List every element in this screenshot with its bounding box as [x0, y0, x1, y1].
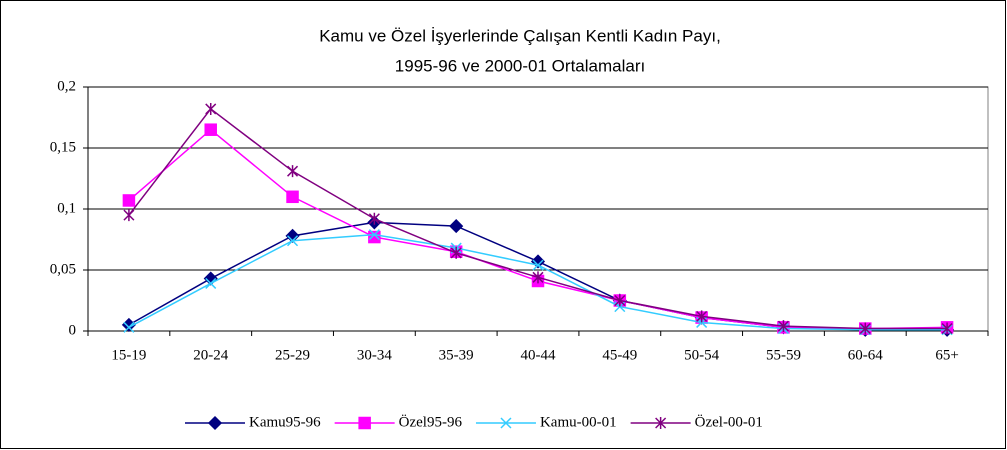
- x-tick-label: 25-29: [275, 347, 310, 363]
- marker: [532, 259, 544, 271]
- legend-label: Özel-00-01: [695, 413, 763, 430]
- marker: [500, 417, 512, 429]
- y-tick-label: 0,2: [57, 78, 76, 94]
- x-tick-label: 35-39: [439, 347, 474, 363]
- marker: [449, 219, 464, 234]
- marker: [205, 102, 217, 115]
- marker: [358, 416, 371, 430]
- marker: [204, 123, 217, 136]
- x-tick-label: 40-44: [521, 347, 556, 363]
- marker: [123, 321, 135, 333]
- y-tick-label: 0,05: [50, 261, 76, 277]
- x-tick-label: 55-59: [766, 347, 801, 363]
- marker: [207, 415, 223, 431]
- marker: [614, 294, 626, 307]
- marker: [368, 230, 381, 244]
- marker: [368, 212, 380, 225]
- chart-title: 1995-96 ve 2000-01 Ortalamaları: [395, 56, 645, 75]
- x-tick-label: 60-64: [848, 347, 883, 363]
- marker: [859, 322, 871, 335]
- marker: [205, 277, 217, 289]
- marker: [287, 235, 299, 247]
- marker: [123, 209, 135, 222]
- marker: [285, 228, 300, 243]
- x-tick-label: 15-19: [111, 347, 146, 363]
- x-tick-label: 20-24: [193, 347, 228, 363]
- x-tick-label: 50-54: [684, 347, 719, 363]
- marker: [122, 194, 136, 207]
- marker: [777, 320, 789, 333]
- y-tick-label: 0: [69, 322, 77, 338]
- marker: [655, 417, 667, 429]
- legend-label: Özel95-96: [399, 413, 463, 430]
- marker: [532, 271, 544, 284]
- marker: [287, 165, 299, 178]
- marker: [368, 229, 380, 241]
- legend-label: Kamu-00-01: [540, 414, 617, 430]
- legend-label: Kamu95-96: [249, 414, 321, 430]
- chart-title: Kamu ve Özel İşyerlerinde Çalışan Kentli…: [319, 26, 721, 45]
- x-tick-label: 30-34: [357, 347, 392, 363]
- x-tick-label: 45-49: [602, 347, 637, 363]
- marker: [941, 322, 953, 335]
- marker: [696, 310, 708, 323]
- y-tick-label: 0,1: [57, 200, 76, 216]
- marker: [450, 246, 462, 259]
- y-tick-label: 0,15: [50, 139, 76, 155]
- marker: [286, 190, 299, 204]
- x-tick-label: 65+: [935, 347, 958, 363]
